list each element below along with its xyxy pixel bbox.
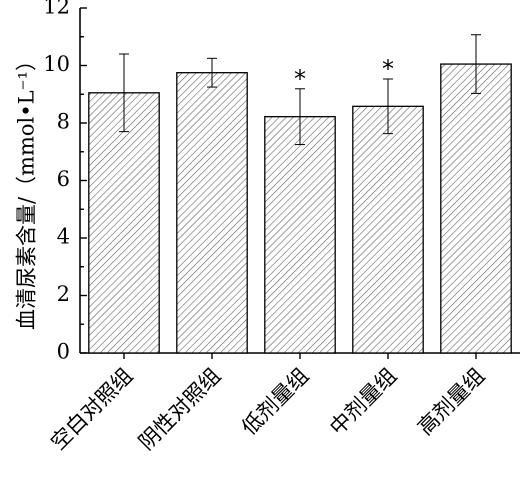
x-tick-label: 空白对照组 [46, 363, 137, 454]
y-tick-label: 0 [57, 340, 70, 364]
y-tick-label: 4 [57, 225, 70, 249]
bars [88, 34, 512, 354]
bar [352, 105, 424, 354]
bar [88, 92, 160, 354]
significance-marker: * [294, 65, 306, 93]
x-tick-label: 阴性对照组 [134, 363, 225, 454]
y-tick-label: 2 [57, 282, 70, 306]
bar [440, 63, 512, 354]
x-tick-label: 高剂量组 [413, 363, 489, 439]
y-tick-label: 10 [43, 52, 70, 76]
x-tick-label: 低剂量组 [237, 363, 313, 439]
significance-marker: * [382, 55, 394, 83]
x-tick-label: 中剂量组 [325, 363, 401, 439]
y-tick-label: 12 [43, 0, 70, 19]
y-tick-label: 6 [57, 167, 70, 191]
bar [176, 72, 248, 354]
y-tick-label: 8 [57, 110, 70, 134]
bar [264, 116, 336, 354]
y-axis-label: 血清尿素含量/（mmol•L⁻¹） [15, 50, 39, 330]
